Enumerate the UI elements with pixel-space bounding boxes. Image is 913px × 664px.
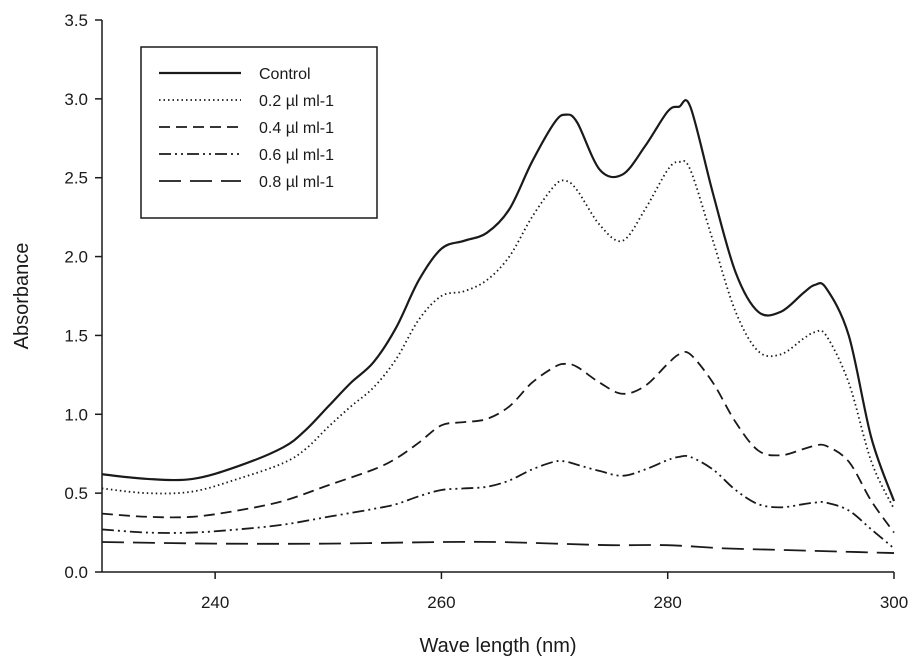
- y-tick-label: 3.0: [64, 90, 88, 109]
- y-tick-label: 2.5: [64, 169, 88, 188]
- series-line-4: [101, 454, 895, 550]
- series-line-1: [101, 99, 896, 502]
- y-tick-label: 2.0: [64, 248, 88, 267]
- x-tick-label: 260: [427, 593, 455, 612]
- legend-label: 0.2 µl ml-1: [259, 93, 334, 110]
- legend-label: 0.6 µl ml-1: [259, 147, 334, 164]
- y-tick-label: 3.5: [64, 11, 88, 30]
- legend-label: 0.8 µl ml-1: [259, 174, 334, 191]
- x-tick-label: 240: [201, 593, 229, 612]
- x-ticks: 240 260 280 300: [201, 572, 908, 612]
- legend-label: Control: [259, 66, 311, 83]
- series-line-2: [101, 160, 895, 510]
- x-axis-title: Wave length (nm): [419, 635, 576, 657]
- series-line-5: [101, 540, 895, 554]
- series-line-3: [101, 350, 895, 534]
- y-tick-label: 0.5: [64, 484, 88, 503]
- x-tick-label: 280: [654, 593, 682, 612]
- y-ticks: 0.0 0.5 1.0 1.5 2.0 2.5 3.0 3.5: [64, 11, 102, 582]
- y-axis-title: Absorbance: [11, 243, 33, 350]
- series-lines: [101, 99, 896, 554]
- x-tick-label: 300: [880, 593, 908, 612]
- y-tick-label: 1.5: [64, 326, 88, 345]
- y-tick-label: 0.0: [64, 563, 88, 582]
- legend-label: 0.4 µl ml-1: [259, 120, 334, 137]
- y-tick-label: 1.0: [64, 405, 88, 424]
- legend: Control 0.2 µl ml-1 0.4 µl ml-1 0.6 µl ml-1…: [140, 46, 378, 219]
- legend-box: [140, 46, 378, 219]
- plot-area: [101, 20, 894, 573]
